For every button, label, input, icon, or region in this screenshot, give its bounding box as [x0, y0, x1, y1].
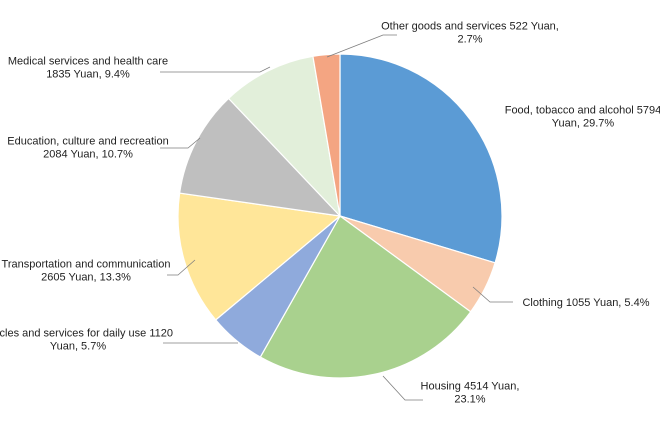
data-label-other-goods-and-services: Other goods and services 522 Yuan, 2.7%	[381, 21, 559, 46]
slice-medical-services-and-health-care	[227, 55, 341, 218]
leader-line-education-culture-and-recreation	[160, 137, 201, 149]
leader-line-housing	[382, 375, 423, 401]
data-label-housing: Housing 4514 Yuan, 23.1%	[421, 381, 520, 406]
leader-line-clothing	[472, 286, 513, 303]
leader-line-transportation-and-communication	[167, 259, 196, 276]
data-label-transportation-and-communication: Transportation and communication 2605 Yua…	[2, 259, 171, 284]
pie-slices	[177, 53, 503, 379]
leader-line-other-goods-and-services	[326, 34, 397, 58]
slice-other-goods-and-services	[312, 53, 341, 217]
data-label-medical-services-and-health-care: Medical services and health care 1835 Yua…	[8, 56, 168, 81]
data-label-education-culture-and-recreation: Education, culture and recreation 2084 Yu…	[7, 136, 168, 161]
slice-food-tobacco-and-alcohol	[339, 53, 503, 264]
slice-transportation-and-communication	[177, 192, 342, 321]
slice-housing	[259, 215, 472, 379]
data-label-articles-and-services-for-daily-use: Articles and services for daily use 1120…	[0, 328, 173, 353]
data-label-food-tobacco-and-alcohol: Food, tobacco and alcohol 5794 Yuan, 29.7…	[505, 105, 660, 130]
data-label-clothing: Clothing 1055 Yuan, 5.4%	[522, 297, 649, 309]
slice-labels: Food, tobacco and alcohol 5794 Yuan, 29.7…	[0, 21, 660, 406]
leader-lines	[160, 34, 513, 401]
leader-line-medical-services-and-health-care	[160, 66, 271, 73]
